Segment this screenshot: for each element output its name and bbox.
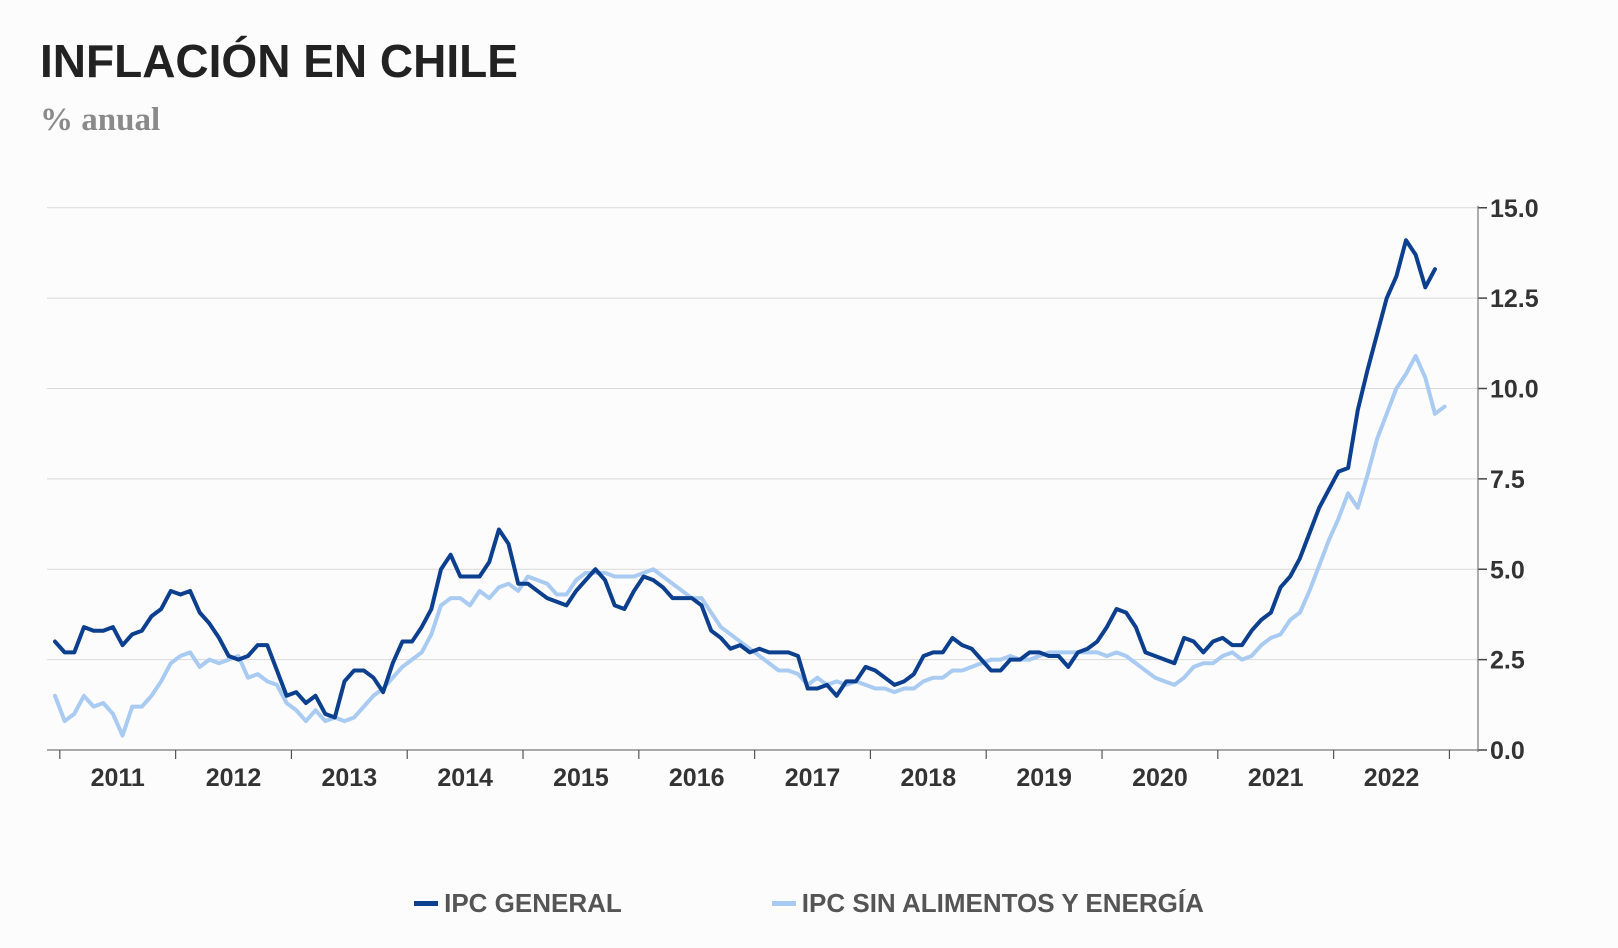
x-tick-label: 2013: [322, 764, 378, 792]
x-tick-label: 2011: [91, 764, 145, 792]
y-tick-label: 0.0: [1490, 737, 1525, 765]
legend-swatch-ipc-general: [414, 901, 439, 906]
series-lines: [53, 238, 1447, 738]
series-line-ipc-general: [53, 238, 1437, 720]
x-tick-label: 2022: [1364, 764, 1420, 792]
x-tick-label: 2020: [1132, 764, 1188, 792]
legend-item-ipc-general[interactable]: IPC GENERAL: [414, 888, 622, 919]
legend-label-ipc-general: IPC GENERAL: [444, 888, 622, 918]
y-tick-label: 15.0: [1490, 195, 1539, 223]
y-tick-label: 5.0: [1490, 556, 1525, 584]
chart-title: INFLACIÓN EN CHILE: [40, 35, 518, 87]
legend-item-ipc-sae[interactable]: IPC SIN ALIMENTOS Y ENERGÍA: [771, 888, 1204, 919]
x-tick-label: 2016: [669, 764, 725, 792]
legend: IPC GENERAL IPC SIN ALIMENTOS Y ENERGÍA: [0, 888, 1618, 919]
x-tick-label: 2014: [437, 764, 493, 792]
y-tick-label: 12.5: [1490, 285, 1539, 313]
y-tick-label: 10.0: [1490, 376, 1539, 404]
x-tick-label: 2021: [1248, 764, 1304, 792]
legend-label-ipc-sae: IPC SIN ALIMENTOS Y ENERGÍA: [801, 888, 1204, 918]
series-line-ipc-sae: [53, 353, 1447, 738]
x-tick-label: 2019: [1016, 764, 1072, 792]
gridlines: [47, 207, 1478, 661]
axes: [47, 205, 1487, 759]
x-tick-label: 2017: [785, 764, 841, 792]
x-axis-labels: 2011 2012 2013 2014 2015 2016 2017 2018 2019 2020…: [91, 764, 1420, 792]
y-tick-label: 7.5: [1490, 466, 1525, 494]
x-tick-label: 2015: [553, 764, 609, 792]
legend-swatch-ipc-sae: [771, 901, 796, 906]
y-tick-label: 2.5: [1490, 647, 1525, 675]
x-tick-label: 2012: [206, 764, 262, 792]
line-chart: 0.02.55.07.510.012.515.0 2011 2012 2013 201…: [47, 195, 1539, 792]
y-axis-labels: 0.0 2.5 5.0 7.5 10.0 12.5 15.0: [1490, 195, 1539, 765]
chart-subtitle: % anual: [40, 102, 161, 138]
x-tick-label: 2018: [901, 764, 957, 792]
